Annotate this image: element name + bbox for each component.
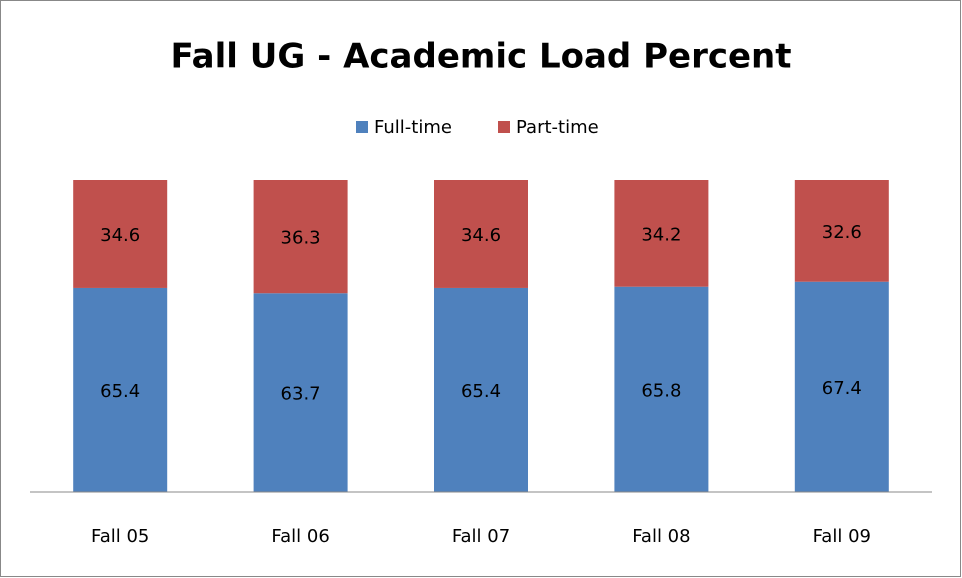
legend-swatch (498, 121, 510, 133)
data-label: 65.4 (461, 381, 501, 402)
x-tick-label: Fall 08 (632, 526, 690, 547)
data-label: 65.4 (100, 381, 140, 402)
chart-title: Fall UG - Academic Load Percent (170, 37, 791, 77)
data-label: 63.7 (281, 384, 321, 405)
x-tick-label: Fall 09 (813, 526, 871, 547)
bar-segment (614, 180, 709, 287)
data-label: 34.2 (641, 224, 681, 245)
data-label: 67.4 (822, 378, 862, 399)
x-tick-label: Fall 05 (91, 526, 149, 547)
bar-segment (253, 293, 348, 492)
bar-segment (73, 180, 168, 288)
bar-segment (794, 281, 889, 492)
bar-segment (434, 287, 528, 492)
bar-segment (253, 180, 348, 294)
x-tick-label: Fall 07 (452, 526, 510, 547)
legend-label: Full-time (374, 117, 452, 138)
data-label: 65.8 (641, 380, 681, 401)
bar-segment (73, 287, 168, 492)
data-label: 34.6 (100, 225, 140, 246)
data-label: 36.3 (281, 228, 321, 249)
x-tick-label: Fall 06 (271, 526, 329, 547)
data-label: 32.6 (822, 222, 862, 243)
bar-segment (614, 286, 709, 492)
data-label: 34.6 (461, 225, 501, 246)
bar-segment (434, 180, 528, 288)
bar-segment (794, 180, 889, 282)
legend-label: Part-time (516, 117, 599, 138)
legend-swatch (356, 121, 368, 133)
